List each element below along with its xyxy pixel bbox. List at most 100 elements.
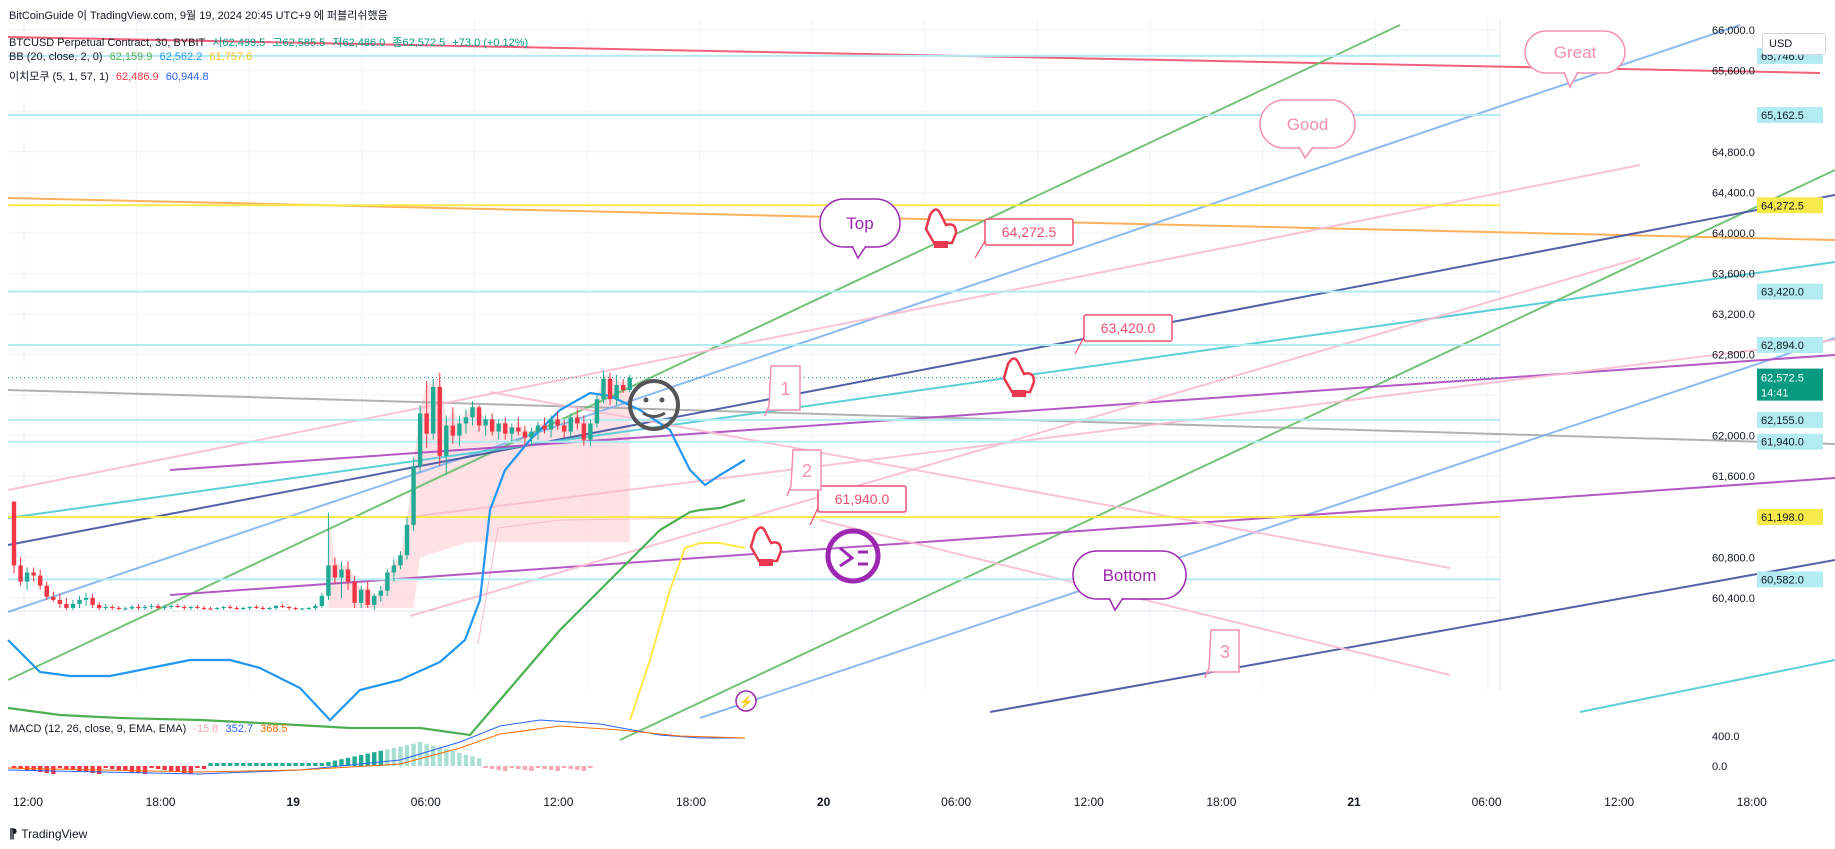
bb-basis-line	[7, 498, 746, 737]
candle	[437, 372, 442, 467]
price-label-bg	[1757, 571, 1823, 588]
macd-bar	[411, 743, 416, 766]
macd-bar	[562, 766, 567, 768]
candle-body	[503, 423, 508, 434]
price-tick: 66,000.0	[1712, 25, 1755, 37]
tradingview-logo-icon: ⁋	[9, 826, 18, 841]
symbol-line[interactable]: BTCUSD Perpetual Contract, 30, BYBIT 시62…	[9, 34, 532, 50]
macd-bar	[267, 763, 272, 766]
currency-selector[interactable]: USD	[1762, 33, 1826, 55]
candle	[444, 415, 449, 475]
candle	[319, 592, 325, 608]
macd-bar	[11, 766, 17, 768]
price-label: 61,940.0	[1757, 433, 1823, 450]
time-tick: 18:00	[676, 795, 706, 809]
bb-legend[interactable]: BB (20, close, 2, 0) 62,159.9 62,562.2 6…	[9, 51, 256, 63]
candle	[529, 427, 534, 446]
lightning-icon: ⚡	[735, 690, 757, 712]
time-tick: 12:00	[543, 795, 573, 809]
price-tick: 65,600.0	[1712, 66, 1755, 78]
candle	[77, 595, 82, 608]
trend-line	[489, 391, 1451, 569]
candle	[620, 378, 626, 394]
candle-body	[96, 604, 102, 608]
candle	[214, 606, 220, 610]
candle-body	[607, 378, 613, 400]
candle	[182, 604, 187, 610]
candle-body	[38, 575, 43, 586]
ichimoku-legend[interactable]: 이치모쿠 (5, 1, 57, 1) 62,486.9 60,944.8	[9, 68, 213, 84]
macd-bar	[358, 755, 364, 766]
macd-bar	[365, 753, 370, 766]
macd-bar	[476, 758, 482, 766]
price-axis: 66,000.0 65,600.0 64,800.0 64,400.0 64,000.0…	[1712, 25, 1823, 773]
last-price-bg	[1757, 368, 1823, 401]
price-note: 61,940.0	[809, 485, 907, 526]
candle-body	[345, 569, 351, 582]
candle-body	[11, 501, 17, 566]
macd-legend[interactable]: MACD (12, 26, close, 9, EMA, EMA) -15.8 …	[9, 723, 292, 735]
candle-body	[64, 603, 69, 608]
candle	[404, 516, 410, 560]
price-tick: 64,400.0	[1712, 187, 1755, 199]
wave-label: 2	[786, 449, 822, 497]
candle	[588, 419, 593, 446]
candle	[24, 567, 30, 590]
time-tick: 06:00	[411, 795, 441, 809]
price-label-text: 60,582.0	[1761, 574, 1804, 586]
candle	[293, 606, 298, 610]
candle	[273, 604, 279, 610]
candle-body	[535, 425, 541, 432]
candle	[339, 561, 344, 598]
macd-bar	[208, 763, 213, 766]
candle-body	[358, 589, 364, 603]
trend-line	[409, 339, 1835, 518]
macd-bar	[404, 745, 410, 766]
candle-body	[516, 427, 521, 432]
candle-body	[496, 423, 501, 432]
macd-bar	[254, 763, 259, 766]
candle	[496, 419, 501, 440]
candle-body	[417, 413, 423, 467]
price-label: 61,198.0	[1757, 508, 1823, 525]
price-tick: 61,600.0	[1712, 471, 1755, 483]
price-label: 65,162.5	[1757, 107, 1823, 124]
candle	[535, 421, 541, 440]
candle-body	[483, 419, 488, 426]
trend-line	[699, 337, 1835, 719]
candle	[548, 415, 554, 438]
candle	[326, 512, 331, 600]
candle	[581, 415, 587, 446]
candle	[431, 378, 436, 440]
macd-bar	[529, 766, 534, 771]
macd-bar	[581, 766, 587, 771]
ohlc-open: 시62,499.5	[212, 37, 266, 49]
candle	[345, 561, 351, 590]
macd-bar	[319, 763, 325, 766]
candle-body	[273, 605, 279, 608]
trend-line	[7, 164, 1641, 491]
time-tick: 18:00	[1206, 795, 1236, 809]
time-tick: 12:00	[1074, 795, 1104, 809]
candle-body	[142, 606, 148, 608]
candle-body	[391, 565, 397, 573]
callout-text: Top	[846, 214, 873, 233]
footer-brand[interactable]: ⁋ TradingView	[9, 826, 87, 842]
candle-body	[378, 590, 383, 596]
candle-body	[234, 607, 239, 609]
macd-bar	[234, 763, 239, 766]
macd-bar	[57, 766, 63, 768]
macd-bar	[18, 766, 23, 769]
macd-bar	[339, 759, 344, 766]
trend-line	[1579, 659, 1835, 713]
candle	[568, 413, 573, 438]
candle	[385, 569, 390, 596]
trend-line	[409, 257, 1641, 617]
macd-bar	[450, 751, 456, 766]
candle-body	[110, 606, 115, 608]
macd-bar	[155, 766, 161, 769]
trend-lines	[7, 24, 1835, 741]
candle	[509, 423, 514, 442]
callout-great: Great	[1524, 30, 1626, 89]
